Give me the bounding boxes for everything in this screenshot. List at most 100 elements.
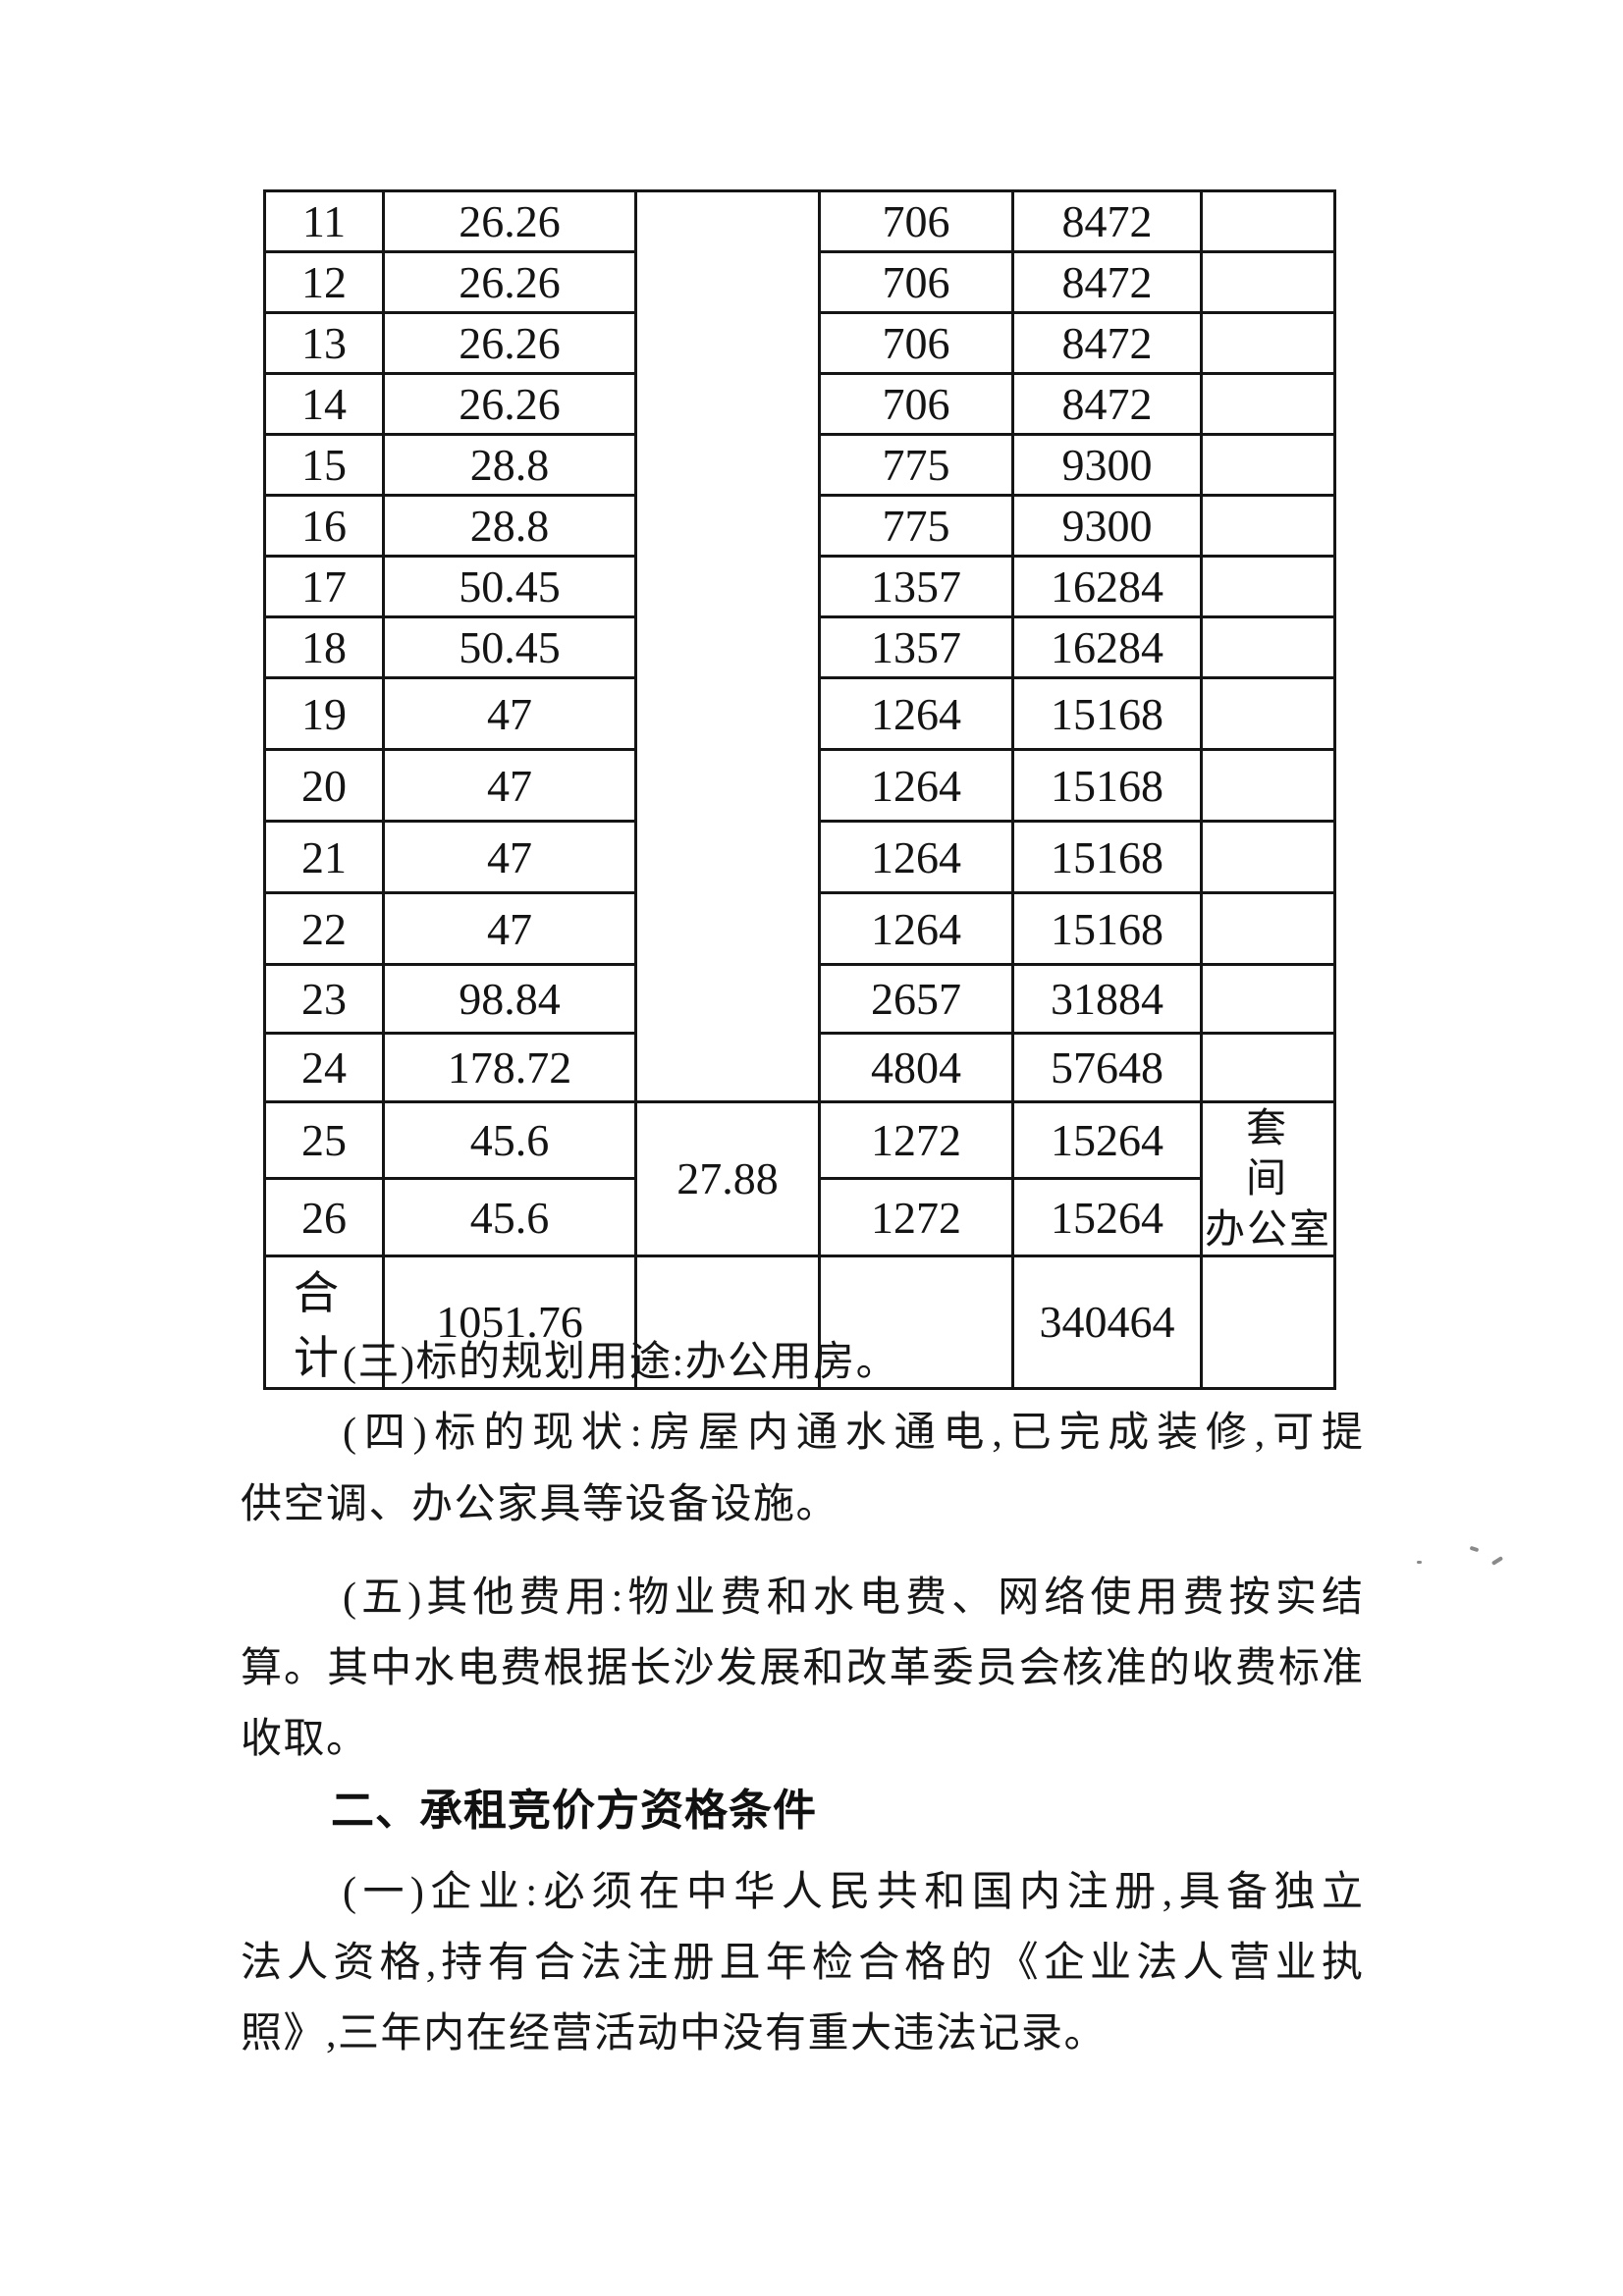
cell-yearly: 9300 bbox=[1011, 433, 1203, 497]
cell-yearly: 8472 bbox=[1011, 250, 1203, 314]
cell-area: 47 bbox=[382, 676, 637, 751]
cell-mid-merged-empty bbox=[634, 189, 821, 1103]
cell-monthly: 1264 bbox=[818, 891, 1014, 966]
paragraph-3-line-1: (三)标的规划用途:办公用房。 bbox=[343, 1340, 899, 1385]
table-row: 20 47 1264 15168 bbox=[263, 748, 1336, 823]
cell-monthly: 775 bbox=[818, 494, 1014, 558]
table-row: 13 26.26 706 8472 bbox=[263, 311, 1336, 375]
cell-area: 98.84 bbox=[382, 963, 637, 1035]
cell-monthly: 706 bbox=[818, 372, 1014, 436]
cell-yearly: 15168 bbox=[1011, 820, 1203, 894]
cell-monthly: 1357 bbox=[818, 615, 1014, 679]
cell-remark-empty bbox=[1200, 748, 1336, 823]
cell-monthly: 706 bbox=[818, 189, 1014, 253]
paragraph-5-line-3: 收取。 bbox=[241, 1717, 369, 1762]
cell-yearly: 15264 bbox=[1011, 1099, 1203, 1181]
cell-no: 18 bbox=[263, 615, 385, 679]
cell-yearly: 8472 bbox=[1011, 311, 1203, 375]
room-lease-table: 11 26.26 706 8472 12 26.26 706 8472 13 2… bbox=[263, 189, 1336, 1390]
cell-no: 23 bbox=[263, 963, 385, 1035]
table-row: 14 26.26 706 8472 bbox=[263, 372, 1336, 436]
cell-total-label: 合计 bbox=[263, 1254, 385, 1390]
cell-monthly: 1272 bbox=[818, 1099, 1014, 1181]
cell-yearly: 16284 bbox=[1011, 615, 1203, 679]
cell-area: 45.6 bbox=[382, 1099, 637, 1181]
cell-yearly: 8472 bbox=[1011, 189, 1203, 253]
table-row: 19 47 1264 15168 bbox=[263, 676, 1336, 751]
cell-area: 47 bbox=[382, 748, 637, 823]
cell-total-yearly: 340464 bbox=[1011, 1254, 1203, 1390]
cell-area: 50.45 bbox=[382, 615, 637, 679]
cell-mid-merged-value: 27.88 bbox=[634, 1100, 821, 1257]
table-total-row: 合计 1051.76 340464 bbox=[263, 1254, 1336, 1390]
cell-remark-empty bbox=[1200, 433, 1336, 497]
cell-no: 21 bbox=[263, 820, 385, 894]
cell-yearly: 16284 bbox=[1011, 555, 1203, 618]
remark-text-line1: 套间 bbox=[1246, 1105, 1306, 1201]
cell-area: 50.45 bbox=[382, 555, 637, 618]
cell-yearly: 8472 bbox=[1011, 372, 1203, 436]
table-row: 22 47 1264 15168 bbox=[263, 891, 1336, 966]
cell-area: 26.26 bbox=[382, 372, 637, 436]
cell-total-area: 1051.76 bbox=[382, 1254, 637, 1390]
cell-yearly: 31884 bbox=[1011, 963, 1203, 1035]
scan-speck bbox=[1469, 1545, 1480, 1553]
cell-yearly: 15168 bbox=[1011, 748, 1203, 823]
table-row: 24 178.72 4804 57648 bbox=[263, 1032, 1336, 1103]
cell-monthly: 706 bbox=[818, 311, 1014, 375]
cell-remark-empty bbox=[1200, 494, 1336, 558]
cell-monthly: 1272 bbox=[818, 1177, 1014, 1257]
cell-monthly: 1264 bbox=[818, 748, 1014, 823]
cell-area: 178.72 bbox=[382, 1032, 637, 1103]
cell-monthly: 706 bbox=[818, 250, 1014, 314]
cell-area: 28.8 bbox=[382, 494, 637, 558]
cell-area: 26.26 bbox=[382, 189, 637, 253]
table-row: 25 45.6 27.88 1272 15264 套间 办公室 bbox=[263, 1099, 1336, 1257]
cell-no: 22 bbox=[263, 891, 385, 966]
cell-no: 16 bbox=[263, 494, 385, 558]
cell-monthly: 775 bbox=[818, 433, 1014, 497]
cell-remark-empty bbox=[1200, 963, 1336, 1035]
cell-remark-empty bbox=[1200, 676, 1336, 751]
cell-monthly: 1357 bbox=[818, 555, 1014, 618]
cell-area: 26.26 bbox=[382, 311, 637, 375]
cell-monthly: 1264 bbox=[818, 820, 1014, 894]
cell-remark-empty bbox=[1200, 372, 1336, 436]
table-row: 26 45.6 1272 15264 bbox=[263, 1177, 1335, 1257]
cell-remark-empty bbox=[1200, 250, 1336, 314]
table-row: 16 28.8 775 9300 bbox=[263, 494, 1336, 558]
cell-empty bbox=[634, 1254, 821, 1390]
paragraph-4-line-1: (四)标的现状:房屋内通水通电,已完成装修,可提 bbox=[343, 1411, 1363, 1456]
table-row: 23 98.84 2657 31884 bbox=[263, 963, 1336, 1035]
cell-yearly: 15168 bbox=[1011, 676, 1203, 751]
cell-empty bbox=[1200, 1254, 1336, 1390]
table-row: 15 28.8 775 9300 bbox=[263, 433, 1336, 497]
cell-remark-empty bbox=[1200, 1032, 1336, 1103]
cell-remark-empty bbox=[1200, 311, 1336, 375]
paragraph-5-line-2: 算。其中水电费根据长沙发展和改革委员会核准的收费标准 bbox=[241, 1646, 1363, 1691]
cell-no: 24 bbox=[263, 1032, 385, 1103]
cell-monthly: 4804 bbox=[818, 1032, 1014, 1103]
cell-area: 28.8 bbox=[382, 433, 637, 497]
cell-remark-merged: 套间 办公室 bbox=[1200, 1100, 1336, 1257]
cell-area: 26.26 bbox=[382, 250, 637, 314]
cell-no: 12 bbox=[263, 250, 385, 314]
cell-yearly: 15168 bbox=[1011, 891, 1203, 966]
cell-no: 14 bbox=[263, 372, 385, 436]
cell-area: 45.6 bbox=[382, 1177, 637, 1257]
cell-no: 15 bbox=[263, 433, 385, 497]
paragraph-1-line-1: (一)企业:必须在中华人民共和国内注册,具备独立 bbox=[343, 1870, 1363, 1915]
cell-remark-empty bbox=[1200, 891, 1336, 966]
paragraph-4-line-2: 供空调、办公家具等设备设施。 bbox=[241, 1482, 839, 1527]
table-row: 11 26.26 706 8472 bbox=[263, 189, 1336, 1103]
cell-remark-empty bbox=[1200, 615, 1336, 679]
cell-yearly: 9300 bbox=[1011, 494, 1203, 558]
table-row: 12 26.26 706 8472 bbox=[263, 250, 1336, 314]
cell-area: 47 bbox=[382, 891, 637, 966]
paragraph-5-line-1: (五)其他费用:物业费和水电费、网络使用费按实结 bbox=[343, 1575, 1363, 1621]
scan-speck bbox=[1490, 1556, 1504, 1566]
cell-no: 11 bbox=[263, 189, 385, 253]
scan-speck bbox=[1417, 1561, 1422, 1564]
cell-yearly: 15264 bbox=[1011, 1177, 1203, 1257]
